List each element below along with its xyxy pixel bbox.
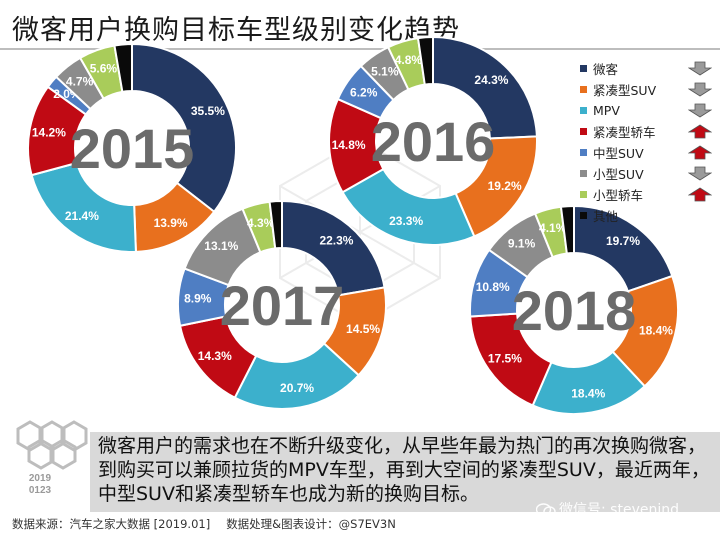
slice-label-2017-2: 20.7% xyxy=(280,381,314,395)
slice-2015-7 xyxy=(113,42,133,93)
year-label-2018: 2018 xyxy=(512,279,637,342)
slice-2016-7 xyxy=(416,35,434,86)
legend-swatch xyxy=(580,170,587,177)
donut-2015: 35.5%13.9%21.4%14.2%2.0%4.7%5.6%2015 xyxy=(27,42,237,253)
legend: 微客紧凑型SUV MPV 紧凑型轿车中型SUV 小型SUV 小型轿车其他 xyxy=(580,58,712,226)
slice-label-2015-3: 14.2% xyxy=(32,126,66,140)
legend-item: 其他 xyxy=(580,205,712,226)
watermark-text: 微信号: stevenind xyxy=(559,502,679,518)
legend-swatch xyxy=(580,149,587,156)
legend-label: MPV xyxy=(593,103,620,118)
year-label-2015: 2015 xyxy=(70,117,195,180)
slice-label-2016-1: 19.2% xyxy=(488,179,522,193)
legend-swatch xyxy=(580,107,587,114)
slice-2017-0 xyxy=(281,199,386,297)
legend-label: 小型SUV xyxy=(593,167,644,182)
legend-item: MPV xyxy=(580,100,712,121)
slice-label-2017-0: 22.3% xyxy=(319,233,353,247)
slice-label-2015-6: 5.6% xyxy=(90,61,118,75)
arrow-up-icon xyxy=(688,187,712,202)
legend-label: 其他 xyxy=(593,209,619,224)
slice-label-2016-4: 6.2% xyxy=(350,86,378,100)
donut-charts: 35.5%13.9%21.4%14.2%2.0%4.7%5.6%201524.3… xyxy=(27,35,679,415)
slice-label-2015-1: 13.9% xyxy=(154,216,188,230)
slice-label-2018-5: 9.1% xyxy=(508,237,536,251)
legend-swatch xyxy=(580,65,587,72)
slice-label-2017-4: 8.9% xyxy=(184,291,212,305)
legend-swatch xyxy=(580,86,587,93)
hexagon-logo-badge: 2019 0123 xyxy=(16,420,88,496)
slice-2016-0 xyxy=(432,35,538,140)
slice-label-2017-3: 14.3% xyxy=(198,349,232,363)
footer: 数据来源：汽车之家大数据 [2019.01] 数据处理&图表设计：@S7EV3N xyxy=(12,516,396,532)
year-label-2017: 2017 xyxy=(220,274,345,337)
title-divider xyxy=(0,48,720,50)
slice-2017-7 xyxy=(268,199,283,250)
slice-2018-7 xyxy=(559,204,575,255)
arrow-up-icon xyxy=(688,145,712,160)
slice-label-2016-2: 23.3% xyxy=(389,214,423,228)
slice-label-2018-4: 10.8% xyxy=(476,280,510,294)
footer-source: 数据来源：汽车之家大数据 [2019.01] xyxy=(12,517,211,531)
slice-label-2018-2: 18.4% xyxy=(571,386,605,400)
slice-2015-0 xyxy=(131,42,237,214)
donut-2017: 22.3% 14.5% 20.7% 14.3% 8.9% 13.1% 4.3% 2017 xyxy=(177,199,387,410)
legend-item: 紧凑型轿车 xyxy=(580,121,712,142)
donut-2016: 24.3% 19.2% 23.3% 14.8% 6.2% 5.1%4.8% 2016 xyxy=(328,35,538,246)
legend-item: 紧凑型SUV xyxy=(580,79,712,100)
slice-label-2015-2: 21.4% xyxy=(65,209,99,223)
year-label-2016: 2016 xyxy=(371,110,496,173)
slice-label-2016-0: 24.3% xyxy=(474,73,508,87)
slice-label-2018-1: 18.4% xyxy=(639,323,673,337)
legend-swatch xyxy=(580,191,587,198)
page-title: 微客用户换购目标车型级别变化趋势 xyxy=(12,15,460,46)
slice-label-2015-0: 35.5% xyxy=(191,104,225,118)
arrow-down-icon xyxy=(688,166,712,181)
legend-label: 紧凑型SUV xyxy=(593,83,657,98)
slice-label-2017-5: 13.1% xyxy=(204,239,238,253)
legend-item: 小型SUV xyxy=(580,163,712,184)
arrow-down-icon xyxy=(688,82,712,97)
legend-label: 中型SUV xyxy=(593,146,644,161)
legend-label: 微客 xyxy=(593,62,619,77)
summary-box xyxy=(90,432,720,512)
slice-label-2018-3: 17.5% xyxy=(488,352,522,366)
arrow-up-icon xyxy=(688,124,712,139)
legend-item: 小型轿车 xyxy=(580,184,712,205)
wechat-watermark: 微信号: stevenind xyxy=(536,499,679,519)
legend-label: 小型轿车 xyxy=(593,188,644,203)
badge-date: 0123 xyxy=(29,485,52,496)
badge-year: 2019 xyxy=(29,473,52,484)
arrow-down-icon xyxy=(688,61,712,76)
legend-item: 微客 xyxy=(580,58,712,79)
slice-label-2016-6: 4.8% xyxy=(395,53,423,67)
slice-label-2017-1: 14.5% xyxy=(346,322,380,336)
legend-swatch xyxy=(580,212,587,219)
slice-label-2016-3: 14.8% xyxy=(332,138,366,152)
slice-label-2016-5: 5.1% xyxy=(371,65,399,79)
legend-label: 紧凑型轿车 xyxy=(593,125,656,140)
summary-text: 微客用户的需求也在不断升级变化，从早些年最为热门的再次换购微客，到购买可以兼顾拉… xyxy=(98,435,710,505)
donut-2018: 19.7% 18.4% 18.4% 17.5% 10.8% 9.1%4.1% 2018 xyxy=(469,204,679,415)
legend-item: 中型SUV xyxy=(580,142,712,163)
slice-label-2018-6: 4.1% xyxy=(539,221,567,235)
slice-label-2015-5: 4.7% xyxy=(66,75,94,89)
legend-swatch xyxy=(580,128,587,135)
arrow-down-icon xyxy=(688,103,712,118)
footer-design: 数据处理&图表设计：@S7EV3N xyxy=(226,517,396,531)
wechat-icon xyxy=(536,503,556,517)
slice-label-2017-6: 4.3% xyxy=(247,216,275,230)
slice-label-2018-0: 19.7% xyxy=(606,234,640,248)
